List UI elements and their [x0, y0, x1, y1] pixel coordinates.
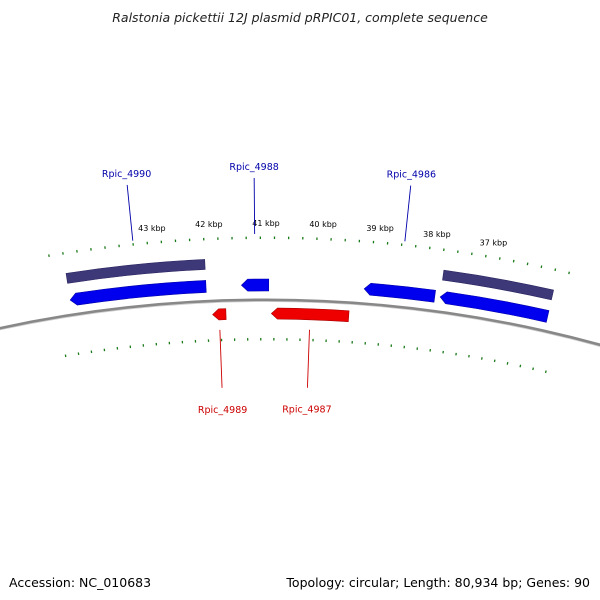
scale-label: 38 kbp	[423, 230, 451, 239]
backbone-arc	[0, 298, 600, 347]
gene-label-leader	[219, 329, 223, 388]
feature-track	[65, 259, 554, 301]
feature-band	[65, 259, 206, 284]
backbone-track	[0, 298, 600, 348]
gene-label: Rpic_4986	[387, 170, 436, 181]
forward-gene-track	[69, 278, 550, 323]
feature-band	[442, 269, 554, 301]
gene-arrow-forward	[363, 282, 436, 303]
scale-label: 39 kbp	[366, 224, 394, 233]
gene-label: Rpic_4987	[282, 405, 331, 416]
gene-labels: Rpic_4990 Rpic_4988 Rpic_4986 Rpic_4989 Rpic…	[102, 162, 436, 416]
gene-arrow-forward	[69, 280, 207, 306]
tick-mark	[544, 370, 547, 374]
scale-label: 37 kbp	[480, 238, 508, 247]
scale-label: 41 kbp	[252, 219, 280, 228]
tick-mark	[519, 364, 522, 368]
gene-label: Rpic_4988	[229, 162, 278, 173]
accession-text: Accession: NC_010683	[9, 575, 152, 590]
reverse-gene-track	[212, 307, 350, 323]
scale-label: 40 kbp	[309, 220, 337, 229]
inner-tick-ring	[64, 338, 547, 374]
tick-mark	[554, 268, 557, 272]
gene-label: Rpic_4989	[198, 405, 247, 416]
gene-label-leader	[306, 329, 310, 388]
gene-arrow-forward	[240, 278, 270, 292]
gene-label-leader	[126, 184, 134, 241]
gene-arrow-reverse	[212, 308, 227, 321]
gene-arrow-reverse	[270, 307, 350, 323]
map-title: Ralstonia pickettii 12J plasmid pRPIC01,…	[112, 10, 488, 25]
gene-label-leader	[404, 185, 412, 242]
tick-mark	[532, 367, 535, 371]
scale-label: 42 kbp	[195, 220, 223, 229]
backbone-highlight	[0, 301, 600, 348]
tick-mark	[568, 271, 570, 275]
tick-mark	[540, 265, 543, 269]
outer-tick-ring	[48, 236, 570, 275]
scale-labels: 43 kbp 42 kbp 41 kbp 40 kbp 39 kbp 38 kbp 37 k…	[138, 219, 507, 247]
gene-arrow-forward	[439, 291, 550, 323]
scale-label: 43 kbp	[138, 224, 166, 233]
summary-text: Topology: circular; Length: 80,934 bp; G…	[286, 575, 590, 590]
gene-label: Rpic_4990	[102, 169, 151, 180]
